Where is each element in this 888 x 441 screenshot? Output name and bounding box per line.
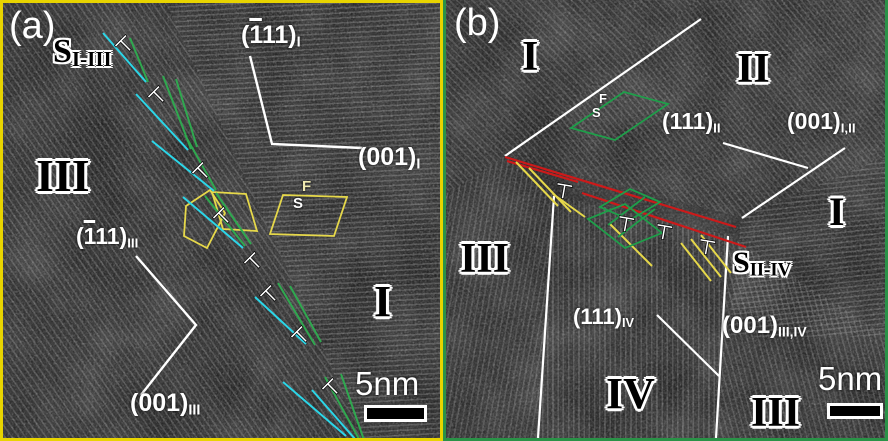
lattice-texture-a: [3, 3, 440, 438]
panel-b: ⊥ ⊥ ⊥ ⊥ (b) I II F S (111)II (001)I,II I…: [443, 0, 888, 441]
panel-a: ⊥ ⊥ ⊥ ⊥ ⊥ ⊥ ⊥ ⊥ (a) SI-III (111)I (001)I…: [0, 0, 443, 441]
scale-bar-b: [827, 403, 883, 419]
lattice-texture-b: [446, 0, 885, 438]
scale-bar-a: [364, 405, 427, 422]
